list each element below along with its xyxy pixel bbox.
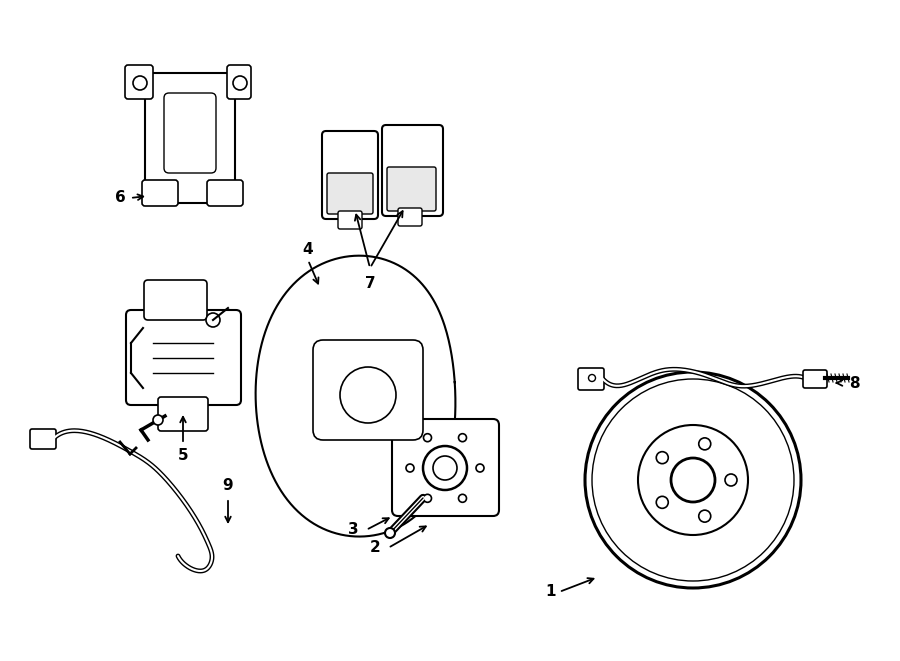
Text: 1: 1 <box>545 584 556 600</box>
Circle shape <box>698 510 711 522</box>
FancyBboxPatch shape <box>207 180 243 206</box>
FancyBboxPatch shape <box>126 310 241 405</box>
FancyBboxPatch shape <box>30 429 56 449</box>
FancyBboxPatch shape <box>313 340 423 440</box>
Polygon shape <box>256 256 455 537</box>
Circle shape <box>656 451 669 463</box>
Text: 8: 8 <box>849 375 859 391</box>
Text: 2: 2 <box>370 541 381 555</box>
FancyBboxPatch shape <box>327 173 373 214</box>
FancyBboxPatch shape <box>578 368 604 390</box>
Circle shape <box>592 379 794 581</box>
Circle shape <box>153 415 163 425</box>
Circle shape <box>340 367 396 423</box>
FancyBboxPatch shape <box>322 131 378 219</box>
Circle shape <box>233 76 247 90</box>
Circle shape <box>458 494 466 502</box>
Text: 9: 9 <box>222 479 233 494</box>
Text: 6: 6 <box>114 190 125 206</box>
Circle shape <box>671 458 715 502</box>
Circle shape <box>133 76 147 90</box>
Circle shape <box>424 494 431 502</box>
FancyBboxPatch shape <box>144 280 207 320</box>
Circle shape <box>206 313 220 327</box>
FancyBboxPatch shape <box>387 167 436 211</box>
Circle shape <box>725 474 737 486</box>
Circle shape <box>424 434 431 442</box>
FancyBboxPatch shape <box>227 65 251 99</box>
FancyBboxPatch shape <box>338 211 362 229</box>
FancyBboxPatch shape <box>145 73 235 203</box>
FancyBboxPatch shape <box>164 93 216 173</box>
Circle shape <box>423 446 467 490</box>
FancyBboxPatch shape <box>392 419 499 516</box>
FancyBboxPatch shape <box>398 208 422 226</box>
Text: 7: 7 <box>364 276 375 290</box>
FancyBboxPatch shape <box>803 370 827 388</box>
Circle shape <box>656 496 669 508</box>
Circle shape <box>433 456 457 480</box>
FancyBboxPatch shape <box>382 125 443 216</box>
Circle shape <box>458 434 466 442</box>
FancyBboxPatch shape <box>158 397 208 431</box>
Circle shape <box>585 372 801 588</box>
Text: 3: 3 <box>347 522 358 537</box>
Circle shape <box>698 438 711 450</box>
Circle shape <box>406 464 414 472</box>
Circle shape <box>589 375 596 381</box>
FancyBboxPatch shape <box>142 180 178 206</box>
Circle shape <box>638 425 748 535</box>
Circle shape <box>476 464 484 472</box>
Circle shape <box>385 528 395 538</box>
Text: 5: 5 <box>177 449 188 463</box>
Text: 4: 4 <box>302 243 313 258</box>
FancyBboxPatch shape <box>125 65 153 99</box>
